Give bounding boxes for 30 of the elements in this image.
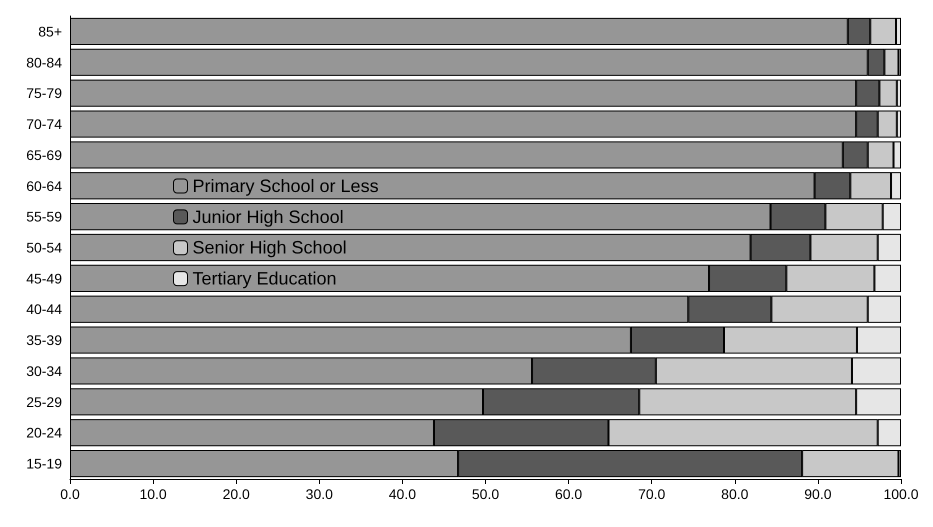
y-tick-label: 45-49 — [26, 270, 62, 286]
x-tick-label: 50.0 — [472, 486, 500, 502]
y-tick-label: 25-29 — [26, 394, 62, 410]
legend-label: Senior High School — [192, 238, 347, 258]
x-tick-label: 0.0 — [60, 486, 80, 502]
x-tick-label: 10.0 — [139, 486, 167, 502]
x-tick-label: 20.0 — [222, 486, 250, 502]
y-tick-label: 80-84 — [26, 54, 62, 70]
y-tick-label: 65-69 — [26, 146, 62, 163]
legend-label: Primary School or Less — [192, 176, 379, 196]
x-tick-label: 30.0 — [306, 486, 334, 502]
y-tick-label: 15-19 — [26, 456, 62, 472]
x-tick-label: 70.0 — [638, 486, 666, 502]
y-tick-label: 35-39 — [26, 332, 62, 348]
y-tick-label: 85+ — [38, 23, 62, 40]
y-tick-label: 20-24 — [26, 424, 62, 441]
x-tick-label: 100.0 — [883, 486, 919, 502]
x-tick-label: 80.0 — [721, 486, 749, 502]
y-tick-label: 40-44 — [26, 301, 62, 318]
y-tick-label: 75-79 — [26, 85, 62, 102]
y-tick-label: 30-34 — [26, 362, 62, 379]
x-tick-label: 40.0 — [388, 486, 416, 502]
legend-label: Junior High School — [192, 206, 344, 227]
x-tick-label: 60.0 — [554, 486, 582, 502]
y-tick-label: 50-54 — [26, 240, 62, 256]
legend-label: Tertiary Education — [192, 268, 337, 289]
y-tick-label: 55-59 — [26, 208, 62, 225]
x-tick-label: 90.0 — [804, 486, 832, 502]
y-tick-label: 60-64 — [26, 178, 62, 194]
y-tick-label: 70-74 — [26, 116, 62, 132]
